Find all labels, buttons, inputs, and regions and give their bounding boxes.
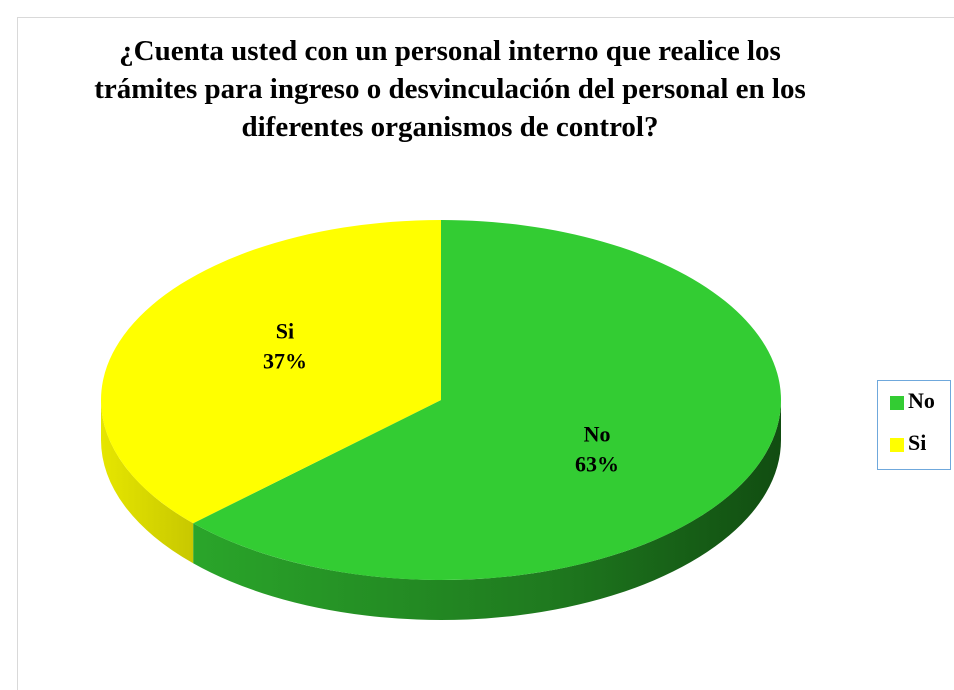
legend-swatch [890, 438, 904, 452]
slice [100, 220, 441, 524]
slice-side [101, 400, 194, 564]
slice [193, 220, 782, 580]
slice-value-label: 63% [575, 452, 619, 477]
slice-side [193, 400, 782, 621]
slice-value-label: 37% [263, 349, 307, 374]
legend-label: Si [908, 430, 926, 455]
legend-box [877, 380, 951, 470]
slice-category-label: No [584, 422, 611, 447]
chart-frame [17, 17, 954, 690]
legend-label: No [908, 388, 935, 413]
slice-category-label: Si [276, 319, 294, 344]
legend-swatch [890, 396, 904, 410]
chart-title: ¿Cuenta usted con un personal interno qu… [94, 35, 806, 143]
